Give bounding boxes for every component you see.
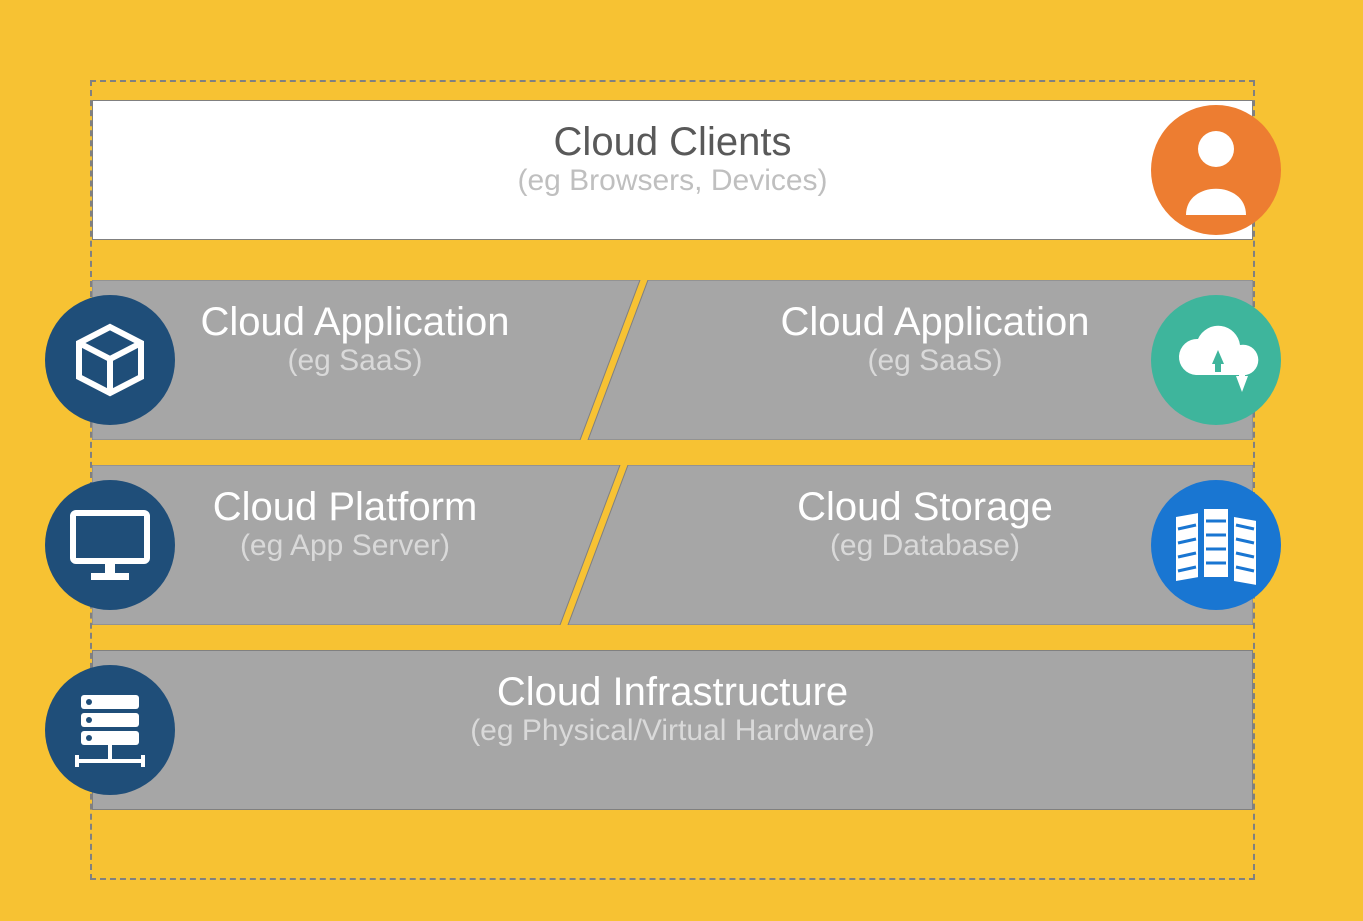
app-left-subtitle: (eg SaaS): [120, 344, 590, 377]
storage-title: Cloud Storage: [700, 485, 1150, 529]
platform-text: Cloud Platform (eg App Server): [120, 485, 570, 562]
diagram-canvas: Cloud Clients (eg Browsers, Devices) Clo…: [0, 0, 1363, 921]
clients-title: Cloud Clients: [92, 120, 1253, 164]
storage-text: Cloud Storage (eg Database): [700, 485, 1150, 562]
storage-subtitle: (eg Database): [700, 529, 1150, 562]
datacenter-icon: [1151, 480, 1281, 610]
monitor-icon: [45, 480, 175, 610]
server-rack-icon: [45, 665, 175, 795]
platform-subtitle: (eg App Server): [120, 529, 570, 562]
app-left-title: Cloud Application: [120, 300, 590, 344]
platform-title: Cloud Platform: [120, 485, 570, 529]
app-left-text: Cloud Application (eg SaaS): [120, 300, 590, 377]
app-right-title: Cloud Application: [700, 300, 1170, 344]
infra-subtitle: (eg Physical/Virtual Hardware): [92, 714, 1253, 747]
infra-title: Cloud Infrastructure: [92, 670, 1253, 714]
clients-subtitle: (eg Browsers, Devices): [92, 164, 1253, 197]
clients-text: Cloud Clients (eg Browsers, Devices): [92, 120, 1253, 197]
app-right-subtitle: (eg SaaS): [700, 344, 1170, 377]
app-right-text: Cloud Application (eg SaaS): [700, 300, 1170, 377]
cloud-sync-icon: [1151, 295, 1281, 425]
cube-icon: [45, 295, 175, 425]
infra-text: Cloud Infrastructure (eg Physical/Virtua…: [92, 670, 1253, 747]
user-icon: [1151, 105, 1281, 235]
